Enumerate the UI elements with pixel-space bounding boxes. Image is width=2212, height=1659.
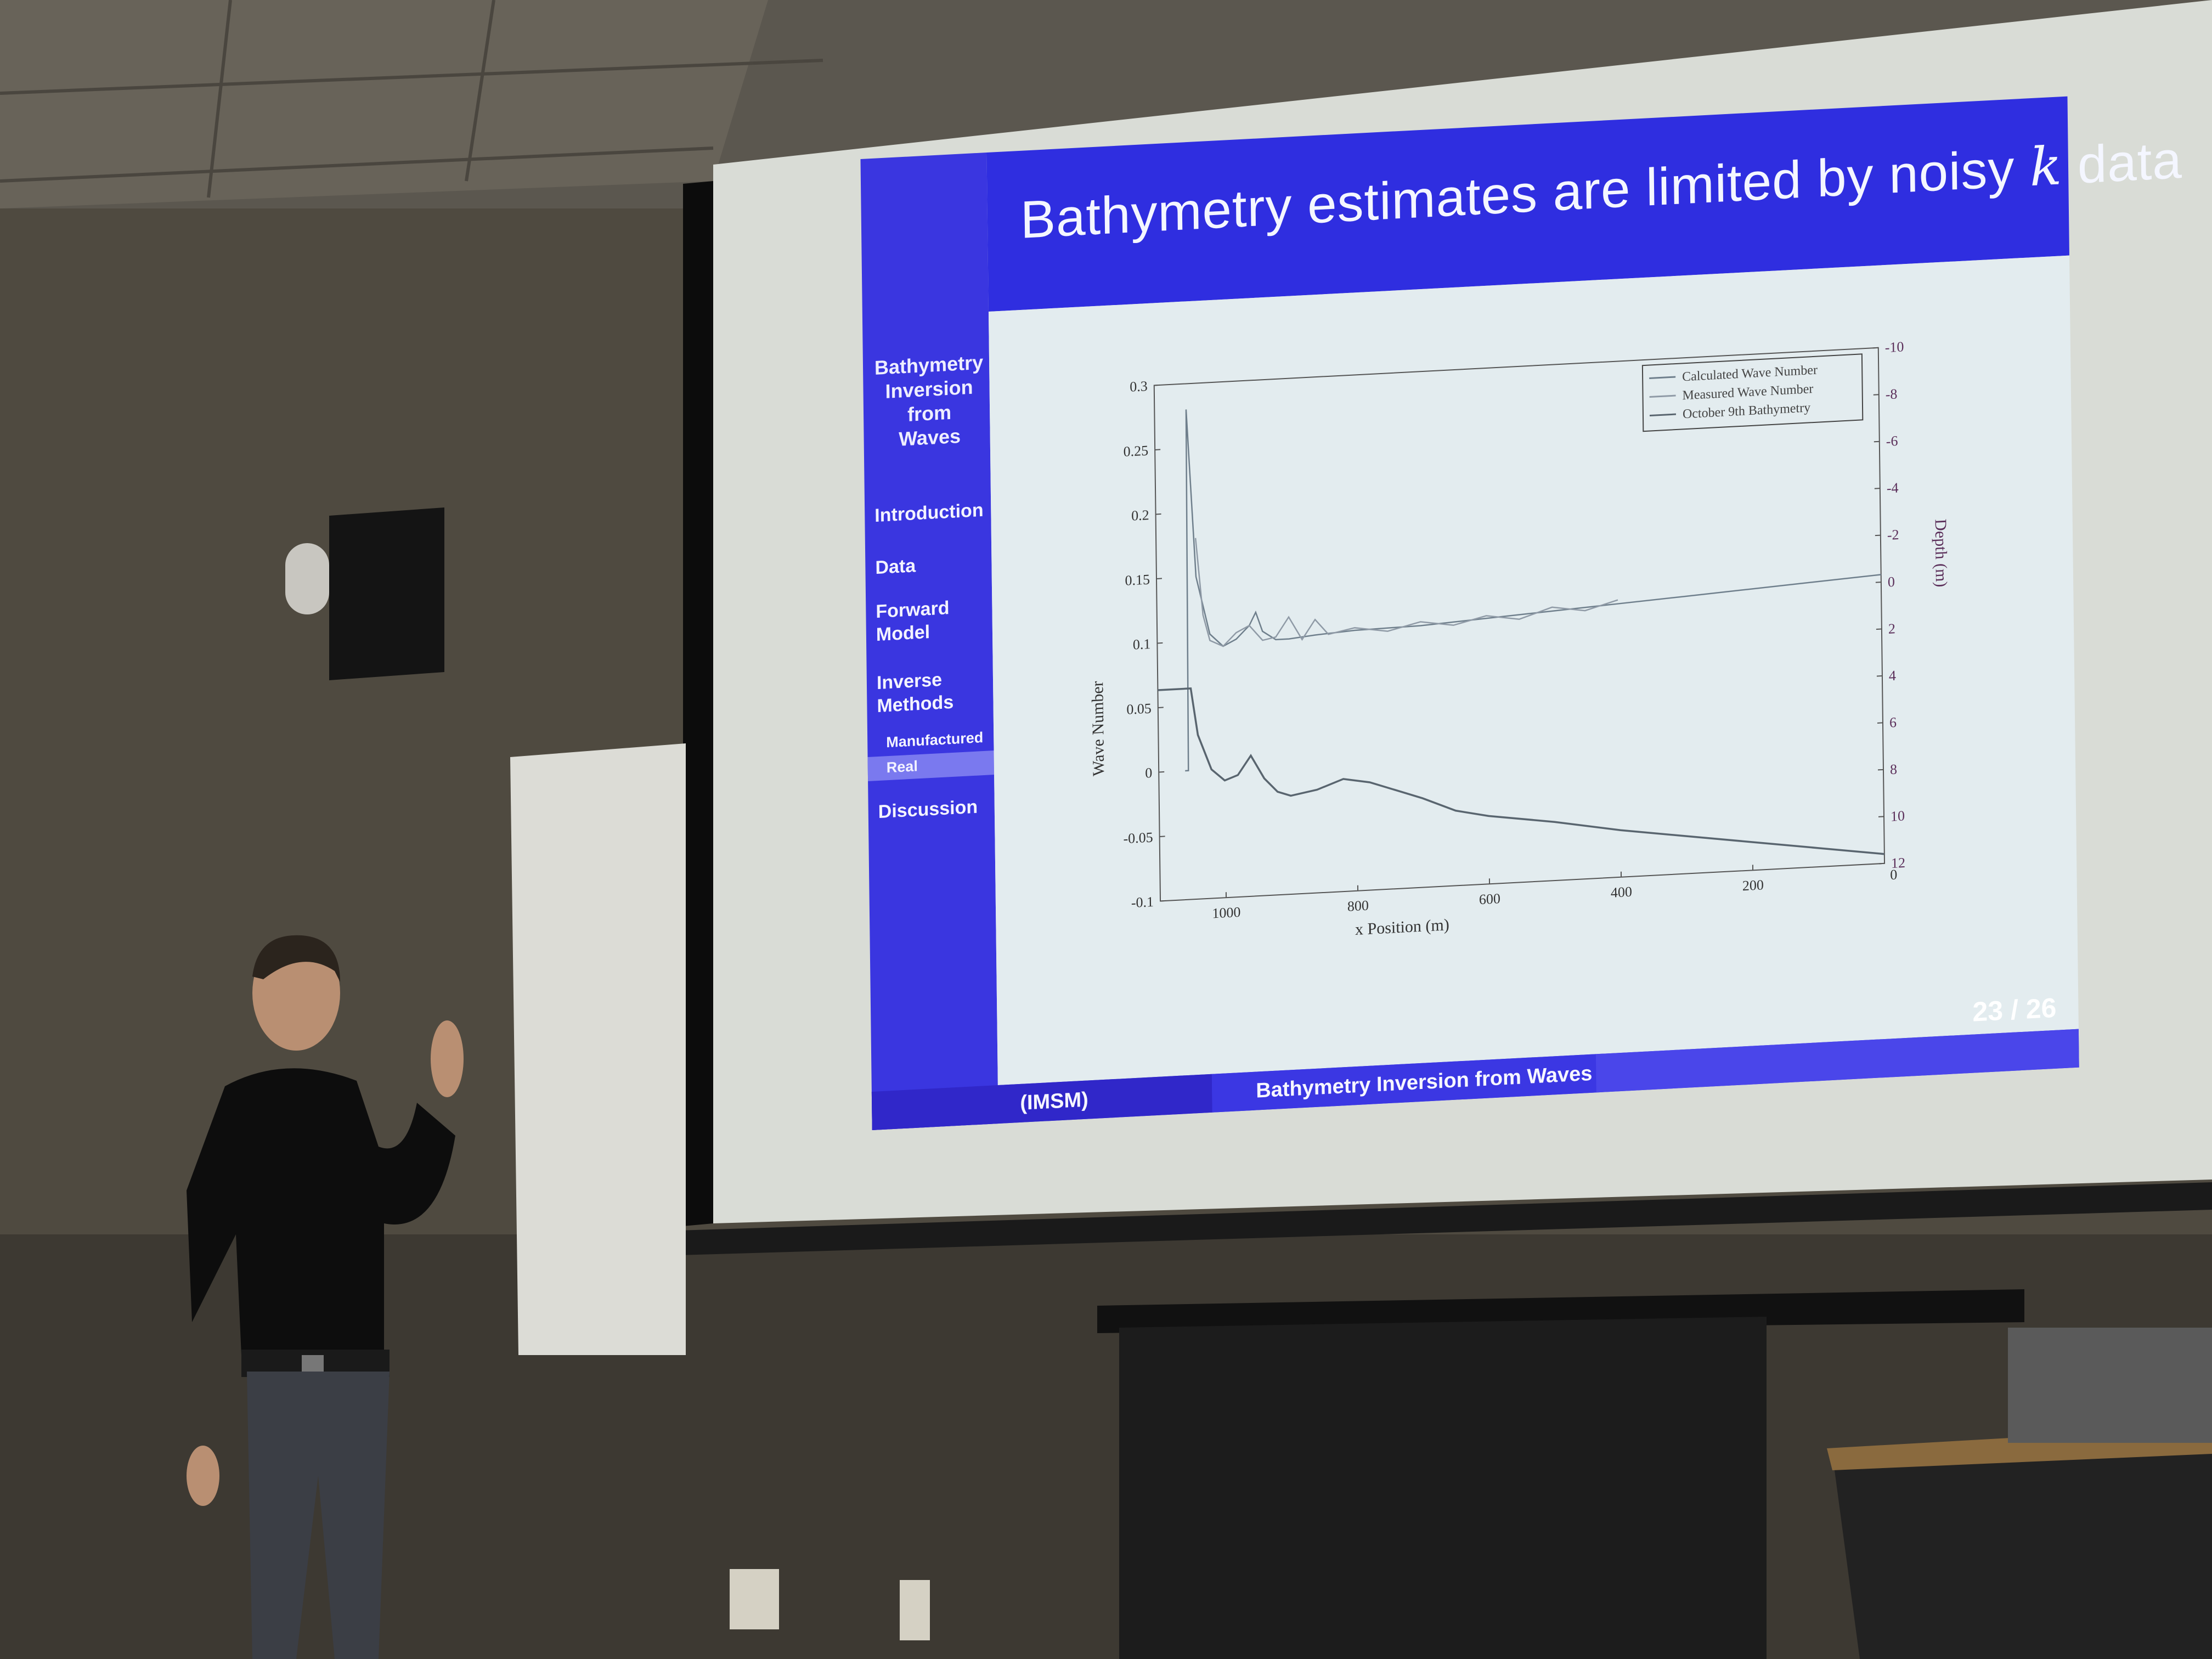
y2-tick-label: 10 xyxy=(1891,808,1905,824)
y2-tick-label: 0 xyxy=(1888,574,1895,590)
sidebar-item-forward-model: Forward Model xyxy=(876,597,950,646)
legend-swatch xyxy=(1649,394,1676,398)
legend-box xyxy=(1641,353,1864,432)
x-tick-label: 400 xyxy=(1611,884,1632,901)
y-tick-label: 0.05 xyxy=(1126,701,1152,718)
y2-tick-label: -10 xyxy=(1885,338,1904,356)
y-tick xyxy=(1155,449,1161,450)
y-tick-label: 0.25 xyxy=(1124,443,1149,460)
series-layer xyxy=(1158,409,1885,855)
y2-tick-label: -2 xyxy=(1887,527,1899,543)
y2-tick-label: -8 xyxy=(1886,386,1898,403)
y-tick-label: 0.1 xyxy=(1133,636,1151,653)
sidebar-subitem-real: Real xyxy=(886,758,918,776)
wave-number-chart: 0.3 0.25 0.2 0.15 0.1 0.05 0 -0.05 -0.1 -10 -8 -6 -4… xyxy=(1088,338,1950,939)
y2-tick xyxy=(1874,488,1880,489)
footer-institution: (IMSM) xyxy=(1020,1088,1089,1115)
sidebar-heading: Bathymetry Inversion from Waves xyxy=(874,351,984,450)
slide-title-main: Bathymetry estimates are limited by nois… xyxy=(1020,138,2030,250)
legend-label: Calculated Wave Number xyxy=(1682,363,1818,385)
y2-axis-label: Depth (m) xyxy=(1932,518,1950,588)
sidebar-item-introduction: Introduction xyxy=(874,499,984,527)
sidebar-item-discussion: Discussion xyxy=(878,796,978,823)
plot-border xyxy=(1153,347,1886,902)
y-tick xyxy=(1159,836,1165,837)
slide-title-k: k xyxy=(2029,135,2063,199)
presentation-slide: Bathymetry Inversion from Waves Introduc… xyxy=(859,0,2182,1130)
sidebar-subitem-manufactured: Manufactured xyxy=(886,729,984,751)
y2-tick xyxy=(1878,816,1884,817)
y-tick-label: 0.2 xyxy=(1131,507,1149,524)
legend-label: Measured Wave Number xyxy=(1682,382,1813,403)
y-tick xyxy=(1154,384,1160,386)
x-tick-label: 600 xyxy=(1479,890,1500,907)
legend-label: October 9th Bathymetry xyxy=(1683,400,1810,421)
y-tick xyxy=(1158,707,1164,708)
series-line-0 xyxy=(1185,409,1881,772)
y2-tick-label: 12 xyxy=(1891,855,1905,871)
legend-swatch xyxy=(1649,413,1677,417)
y2-tick-label: -4 xyxy=(1887,479,1899,496)
slide-title-end: data xyxy=(2062,130,2183,196)
slide-sidebar: Bathymetry Inversion from Waves Introduc… xyxy=(860,153,998,1130)
y-tick xyxy=(1157,642,1163,644)
y-tick-label: 0.15 xyxy=(1125,572,1150,589)
x-axis-label: x Position (m) xyxy=(1355,916,1449,939)
sidebar-item-inverse-methods: Inverse Methods xyxy=(876,669,954,717)
y2-tick-label: 6 xyxy=(1889,714,1897,731)
axis-layer: 0.3 0.25 0.2 0.15 0.1 0.05 0 -0.05 -0.1 -10 -8 -6 -4… xyxy=(1123,338,1905,922)
y2-tick xyxy=(1873,394,1879,396)
plot-frame xyxy=(1153,347,1886,902)
y-tick-label: -0.05 xyxy=(1123,830,1153,847)
y-tick-label: 0.3 xyxy=(1130,378,1148,395)
slide-title: Bathymetry estimates are limited by nois… xyxy=(1020,129,2182,251)
series-line-2 xyxy=(1158,687,1885,855)
presenter xyxy=(187,935,464,1659)
page-number: 23 / 26 xyxy=(1972,992,2057,1028)
y2-tick xyxy=(1875,534,1881,537)
y2-tick xyxy=(1876,628,1882,630)
y-tick xyxy=(1156,578,1163,579)
series-line-1 xyxy=(1194,538,1618,647)
y-tick-label: -0.1 xyxy=(1131,894,1154,911)
x-origin-label: 0 xyxy=(1890,867,1897,883)
y2-tick-label: 8 xyxy=(1890,761,1897,778)
y2-tick xyxy=(1875,582,1881,583)
y-tick-label: 0 xyxy=(1145,765,1152,781)
y2-tick-label: -6 xyxy=(1886,433,1898,449)
legend-swatch xyxy=(1649,376,1676,380)
x-tick-label: 1000 xyxy=(1212,904,1240,922)
y-tick xyxy=(1155,513,1161,515)
y2-tick-label: 2 xyxy=(1888,620,1895,637)
sidebar-item-data: Data xyxy=(875,555,916,579)
x-tick-label: 800 xyxy=(1347,898,1369,915)
x-tick-label: 200 xyxy=(1742,877,1764,894)
y2-tick-label: 4 xyxy=(1889,668,1896,684)
slide-content: 0.3 0.25 0.2 0.15 0.1 0.05 0 -0.05 -0.1 -10 -8 -6 -4… xyxy=(988,255,2079,1124)
y-axis-label: Wave Number xyxy=(1088,681,1108,777)
